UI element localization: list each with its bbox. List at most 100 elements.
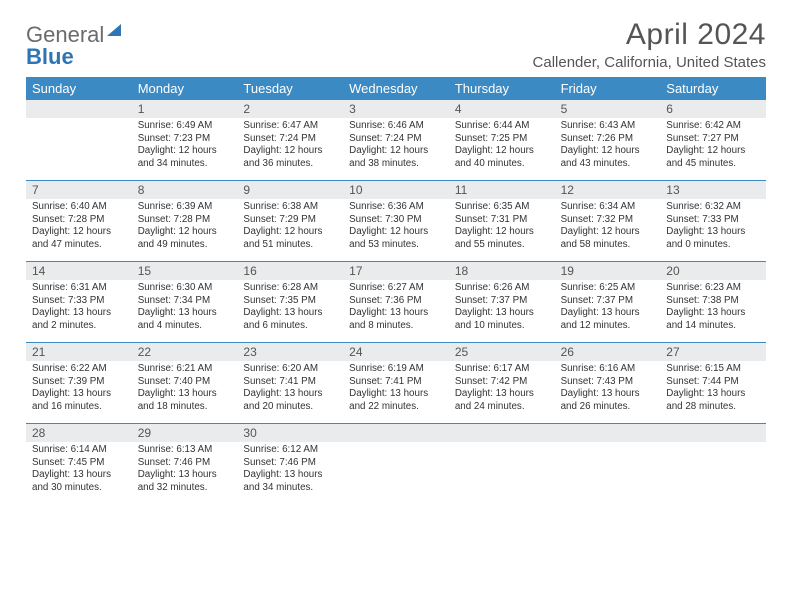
sunset-line: Sunset: 7:41 PM [243,376,337,389]
sunset-line: Sunset: 7:41 PM [349,376,443,389]
daylight-line: Daylight: 13 hours and 14 minutes. [666,307,760,332]
daynum-band-row: 21222324252627 [26,343,766,361]
page-header: General Blue April 2024 Callender, Calif… [26,18,766,71]
day-cell: Sunrise: 6:32 AMSunset: 7:33 PMDaylight:… [660,199,766,261]
sunrise-line: Sunrise: 6:22 AM [32,363,126,376]
week-group: 14151617181920Sunrise: 6:31 AMSunset: 7:… [26,262,766,343]
sunset-line: Sunset: 7:43 PM [561,376,655,389]
daylight-line: Daylight: 13 hours and 34 minutes. [243,469,337,494]
dow-cell: Saturday [660,77,766,100]
sunrise-line: Sunrise: 6:35 AM [455,201,549,214]
weeks-container: 123456Sunrise: 6:49 AMSunset: 7:23 PMDay… [26,100,766,504]
day-cell: Sunrise: 6:17 AMSunset: 7:42 PMDaylight:… [449,361,555,423]
dow-cell: Monday [132,77,238,100]
day-cell: Sunrise: 6:43 AMSunset: 7:26 PMDaylight:… [555,118,661,180]
day-cell: Sunrise: 6:40 AMSunset: 7:28 PMDaylight:… [26,199,132,261]
daynum-cell: 9 [237,181,343,199]
sunrise-line: Sunrise: 6:39 AM [138,201,232,214]
dow-cell: Tuesday [237,77,343,100]
daynum-cell: 17 [343,262,449,280]
dow-cell: Sunday [26,77,132,100]
sunset-line: Sunset: 7:36 PM [349,295,443,308]
sunset-line: Sunset: 7:25 PM [455,133,549,146]
daylight-line: Daylight: 13 hours and 30 minutes. [32,469,126,494]
day-cell: Sunrise: 6:12 AMSunset: 7:46 PMDaylight:… [237,442,343,504]
week-body-row: Sunrise: 6:49 AMSunset: 7:23 PMDaylight:… [26,118,766,180]
sunrise-line: Sunrise: 6:15 AM [666,363,760,376]
sunrise-line: Sunrise: 6:40 AM [32,201,126,214]
dow-cell: Wednesday [343,77,449,100]
daynum-cell: 11 [449,181,555,199]
calendar-table: SundayMondayTuesdayWednesdayThursdayFrid… [26,77,766,504]
daynum-cell [449,424,555,442]
daynum-cell: 10 [343,181,449,199]
daylight-line: Daylight: 13 hours and 2 minutes. [32,307,126,332]
daynum-cell: 27 [660,343,766,361]
daynum-cell: 28 [26,424,132,442]
daynum-band-row: 14151617181920 [26,262,766,280]
daynum-cell: 1 [132,100,238,118]
sunset-line: Sunset: 7:42 PM [455,376,549,389]
daylight-line: Daylight: 13 hours and 24 minutes. [455,388,549,413]
sunrise-line: Sunrise: 6:43 AM [561,120,655,133]
sunrise-line: Sunrise: 6:34 AM [561,201,655,214]
daylight-line: Daylight: 13 hours and 16 minutes. [32,388,126,413]
daynum-band-row: 282930 [26,424,766,442]
day-cell: Sunrise: 6:23 AMSunset: 7:38 PMDaylight:… [660,280,766,342]
day-cell: Sunrise: 6:30 AMSunset: 7:34 PMDaylight:… [132,280,238,342]
day-cell: Sunrise: 6:35 AMSunset: 7:31 PMDaylight:… [449,199,555,261]
day-cell: Sunrise: 6:38 AMSunset: 7:29 PMDaylight:… [237,199,343,261]
sunset-line: Sunset: 7:28 PM [32,214,126,227]
sunrise-line: Sunrise: 6:38 AM [243,201,337,214]
daylight-line: Daylight: 12 hours and 45 minutes. [666,145,760,170]
sunrise-line: Sunrise: 6:28 AM [243,282,337,295]
day-cell: Sunrise: 6:27 AMSunset: 7:36 PMDaylight:… [343,280,449,342]
month-title: April 2024 [533,18,766,52]
day-cell: Sunrise: 6:39 AMSunset: 7:28 PMDaylight:… [132,199,238,261]
sunrise-line: Sunrise: 6:13 AM [138,444,232,457]
daynum-cell: 30 [237,424,343,442]
daynum-cell: 21 [26,343,132,361]
sunset-line: Sunset: 7:44 PM [666,376,760,389]
dow-header-row: SundayMondayTuesdayWednesdayThursdayFrid… [26,77,766,100]
day-cell: Sunrise: 6:44 AMSunset: 7:25 PMDaylight:… [449,118,555,180]
daynum-cell: 23 [237,343,343,361]
sunset-line: Sunset: 7:32 PM [561,214,655,227]
sunset-line: Sunset: 7:33 PM [666,214,760,227]
sunrise-line: Sunrise: 6:30 AM [138,282,232,295]
daynum-cell: 20 [660,262,766,280]
dow-cell: Thursday [449,77,555,100]
sunrise-line: Sunrise: 6:26 AM [455,282,549,295]
daylight-line: Daylight: 12 hours and 34 minutes. [138,145,232,170]
sunset-line: Sunset: 7:24 PM [243,133,337,146]
sunrise-line: Sunrise: 6:47 AM [243,120,337,133]
sunset-line: Sunset: 7:29 PM [243,214,337,227]
day-cell: Sunrise: 6:25 AMSunset: 7:37 PMDaylight:… [555,280,661,342]
daylight-line: Daylight: 13 hours and 18 minutes. [138,388,232,413]
daylight-line: Daylight: 12 hours and 53 minutes. [349,226,443,251]
daynum-cell: 26 [555,343,661,361]
day-cell [555,442,661,504]
day-cell: Sunrise: 6:42 AMSunset: 7:27 PMDaylight:… [660,118,766,180]
daynum-band-row: 123456 [26,100,766,118]
daynum-cell: 8 [132,181,238,199]
sunset-line: Sunset: 7:46 PM [243,457,337,470]
daynum-cell: 6 [660,100,766,118]
daylight-line: Daylight: 13 hours and 0 minutes. [666,226,760,251]
brand-logo: General Blue [26,24,121,68]
brand-part2: Blue [26,44,74,69]
sunrise-line: Sunrise: 6:44 AM [455,120,549,133]
week-body-row: Sunrise: 6:31 AMSunset: 7:33 PMDaylight:… [26,280,766,342]
week-group: 282930Sunrise: 6:14 AMSunset: 7:45 PMDay… [26,424,766,504]
day-cell: Sunrise: 6:22 AMSunset: 7:39 PMDaylight:… [26,361,132,423]
sunrise-line: Sunrise: 6:14 AM [32,444,126,457]
sunrise-line: Sunrise: 6:16 AM [561,363,655,376]
daynum-cell [343,424,449,442]
sunrise-line: Sunrise: 6:31 AM [32,282,126,295]
week-body-row: Sunrise: 6:22 AMSunset: 7:39 PMDaylight:… [26,361,766,423]
daynum-cell: 7 [26,181,132,199]
sunrise-line: Sunrise: 6:17 AM [455,363,549,376]
daylight-line: Daylight: 12 hours and 40 minutes. [455,145,549,170]
daylight-line: Daylight: 12 hours and 47 minutes. [32,226,126,251]
day-cell: Sunrise: 6:46 AMSunset: 7:24 PMDaylight:… [343,118,449,180]
